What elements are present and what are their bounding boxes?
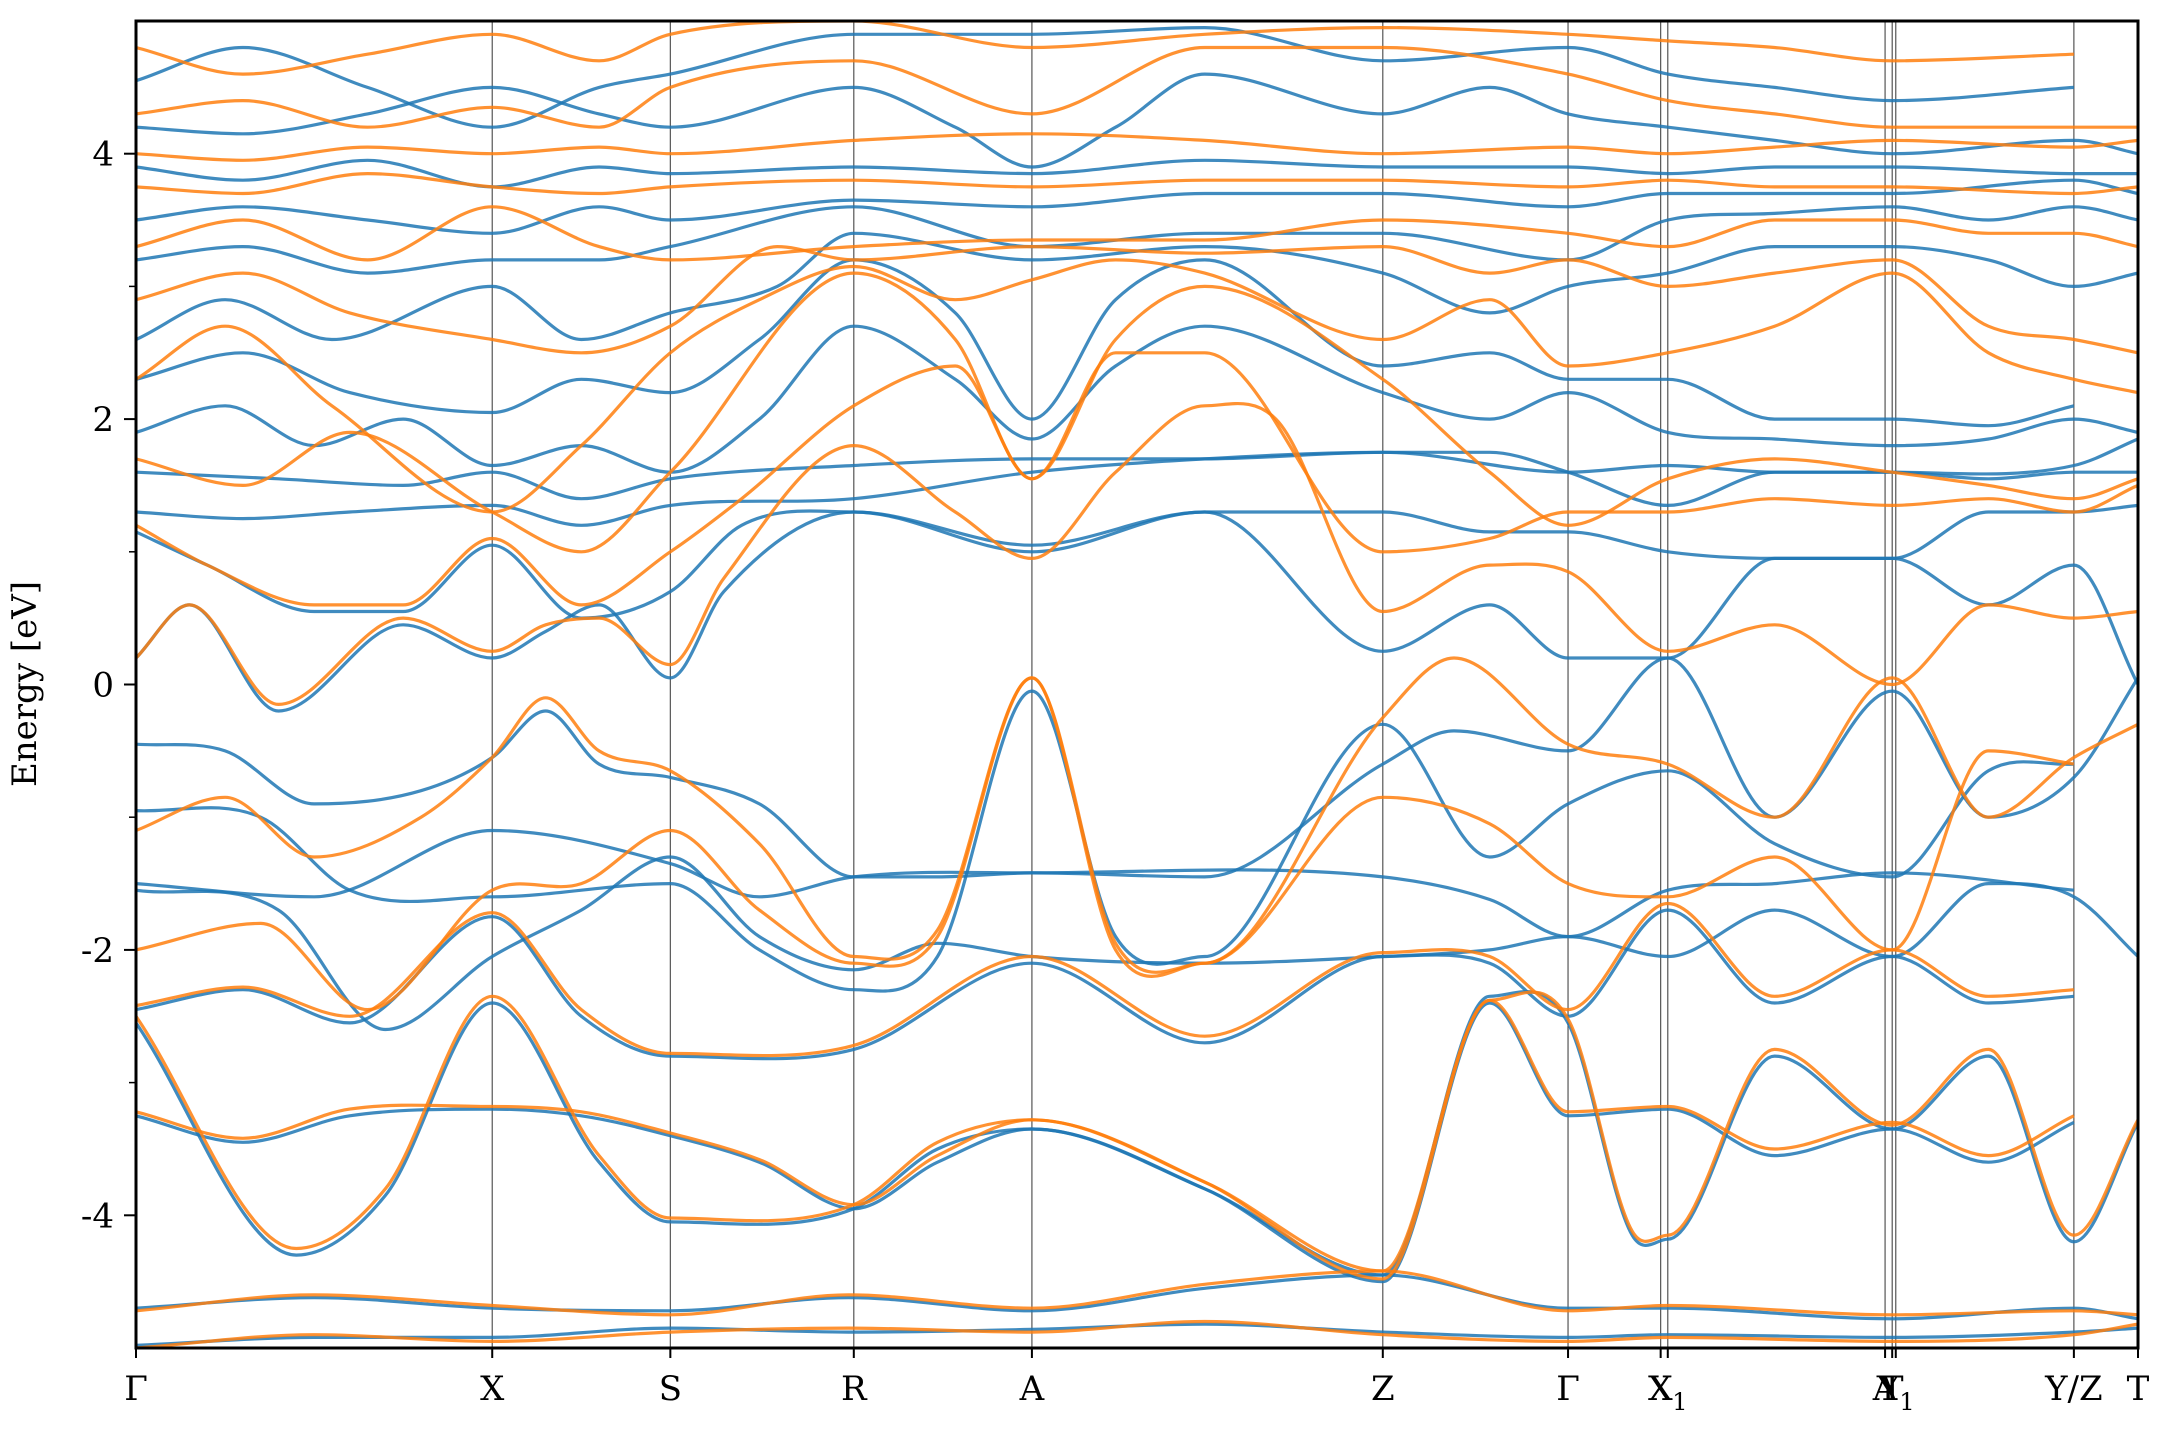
band-line-spin-2 [136, 1319, 2138, 1348]
x-tick-label: X [480, 1369, 505, 1409]
band-line-spin-1 [136, 656, 2138, 879]
band-line-spin-1 [136, 828, 2075, 939]
x-tick-label: A [1872, 1369, 1898, 1409]
band-line-spin-2 [136, 990, 2138, 1273]
band-line-spin-1 [136, 503, 2138, 620]
x-tick-label: Y/Z [2044, 1369, 2103, 1409]
band-line-spin-1 [136, 158, 2138, 189]
band-line-spin-1 [136, 205, 2138, 275]
band-line-spin-2 [136, 351, 2138, 607]
x-tick-label: Γ [1556, 1369, 1580, 1409]
x-tick-label: R [841, 1369, 868, 1409]
y-axis-ticks: -4 -2 0 2 4 [81, 135, 136, 1236]
band-line-spin-1 [136, 510, 2138, 713]
x-tick-label: S [659, 1369, 682, 1409]
band-line-spin-2 [136, 132, 2138, 162]
band-line-spin-2 [136, 994, 2075, 1281]
band-line-spin-1 [136, 1322, 2138, 1347]
y-tick-label: -4 [81, 1196, 114, 1236]
band-line-spin-2 [136, 21, 2074, 76]
x-tick-label: X1 [1648, 1369, 1688, 1416]
band-line-spin-2 [136, 656, 2138, 978]
y-tick-label: 4 [92, 135, 114, 175]
x-tick-label: Γ [124, 1369, 148, 1409]
band-lines [136, 21, 2138, 1348]
y-tick-label: 0 [92, 666, 114, 706]
band-line-spin-1 [136, 231, 2138, 342]
band-line-spin-2 [136, 271, 2138, 554]
x-tick-subscript: 1 [1672, 1388, 1687, 1416]
band-line-spin-1 [136, 855, 2138, 1032]
x-tick-label: T [1881, 1369, 1904, 1409]
band-line-spin-2 [136, 901, 2075, 1058]
x-tick-label: A [1019, 1369, 1045, 1409]
band-line-spin-1 [136, 258, 2075, 428]
band-line-spin-2 [136, 1269, 2138, 1317]
band-line-spin-1 [136, 72, 2138, 169]
band-line-spin-1 [136, 178, 2138, 235]
band-line-spin-1 [136, 908, 2075, 1061]
y-tick-label: 2 [92, 400, 114, 440]
band-line-spin-2 [136, 205, 2138, 262]
band-line-spin-1 [136, 689, 2075, 993]
band-line-spin-2 [136, 402, 2138, 706]
y-axis-label: Energy [eV] [5, 581, 45, 787]
band-line-spin-2 [136, 245, 2138, 355]
band-line-spin-2 [136, 258, 2138, 514]
y-tick-label: -2 [81, 931, 114, 971]
band-line-spin-1 [136, 1001, 2075, 1284]
band-line-spin-2 [136, 172, 2138, 196]
x-tick-label: Y1 [1876, 1369, 1915, 1416]
x-tick-subscript: 1 [1899, 1388, 1914, 1416]
band-line-spin-1 [136, 1273, 2138, 1321]
x-tick-label: X [1649, 1369, 1674, 1409]
band-line-spin-2 [136, 45, 2138, 129]
band-line-spin-1 [136, 26, 2075, 129]
x-tick-label: T [2127, 1369, 2150, 1409]
x-tick-label: Z [1371, 1369, 1395, 1409]
